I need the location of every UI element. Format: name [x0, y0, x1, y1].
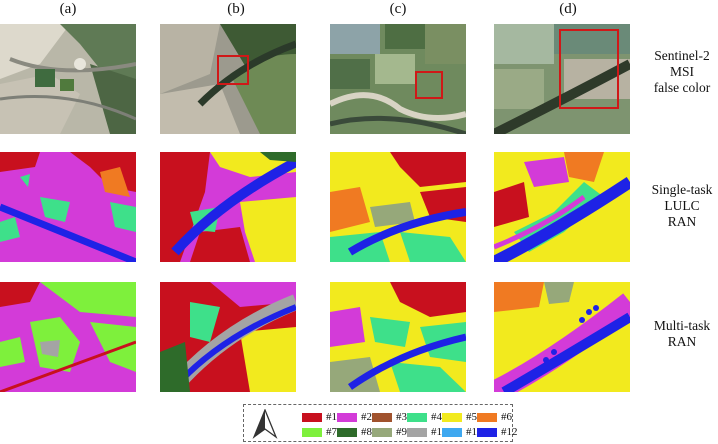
multi-task-map-d — [494, 282, 630, 392]
legend-item: #6 — [477, 411, 512, 423]
legend-label: #5 — [466, 411, 477, 423]
legend-item: #8 — [337, 426, 372, 438]
multi-task-map-c — [330, 282, 466, 392]
legend-label: #2 — [361, 411, 372, 423]
legend-item: #7 — [302, 426, 337, 438]
row-label-single-task: Single-task LULC RAN — [651, 182, 713, 229]
north-arrow-icon — [252, 408, 278, 439]
legend-swatch — [407, 427, 427, 437]
single-task-map-d — [494, 152, 630, 262]
legend-swatch — [442, 412, 462, 422]
satellite-image-b — [160, 24, 296, 134]
single-task-map-b — [160, 152, 296, 262]
legend-item: #4 — [407, 411, 442, 423]
legend-item: #3 — [372, 411, 407, 423]
legend-swatch — [407, 412, 427, 422]
legend-item: #2 — [337, 411, 372, 423]
legend-swatch — [477, 427, 497, 437]
legend-swatch — [337, 412, 357, 422]
multi-task-map-a — [0, 282, 136, 392]
legend-swatch — [302, 412, 322, 422]
column-label-d: (d) — [559, 1, 577, 17]
legend-label: #9 — [396, 426, 407, 438]
legend-label: #6 — [501, 411, 512, 423]
column-label-b: (b) — [227, 1, 245, 17]
satellite-image-c — [330, 24, 466, 134]
single-task-map-a — [0, 152, 136, 262]
legend-swatch — [337, 427, 357, 437]
legend-label: #8 — [361, 426, 372, 438]
legend-item: #9 — [372, 426, 407, 438]
legend-label: #4 — [431, 411, 442, 423]
legend-item: #1 — [302, 411, 337, 423]
row-label-satellite: Sentinel-2 MSI false color — [653, 48, 711, 95]
legend-swatch — [442, 427, 462, 437]
satellite-image-a — [0, 24, 136, 134]
legend-label: #1 — [326, 411, 337, 423]
legend-swatch — [302, 427, 322, 437]
legend-label: #12 — [501, 426, 518, 438]
legend-label: #7 — [326, 426, 337, 438]
legend-swatch — [372, 427, 392, 437]
legend-label: #3 — [396, 411, 407, 423]
legend-swatch — [477, 412, 497, 422]
column-label-c: (c) — [389, 1, 407, 17]
legend-item: #5 — [442, 411, 477, 423]
single-task-map-c — [330, 152, 466, 262]
row-label-multi-task: Multi-task RAN — [653, 318, 711, 349]
multi-task-map-b — [160, 282, 296, 392]
legend: #1 #2 #3 #4 #5 #6 #7 #8 #9 #10 #11 #12 — [243, 404, 518, 442]
legend-item: #12 — [477, 426, 518, 438]
legend-swatch — [372, 412, 392, 422]
satellite-image-d — [494, 24, 630, 134]
column-label-a: (a) — [59, 1, 77, 17]
